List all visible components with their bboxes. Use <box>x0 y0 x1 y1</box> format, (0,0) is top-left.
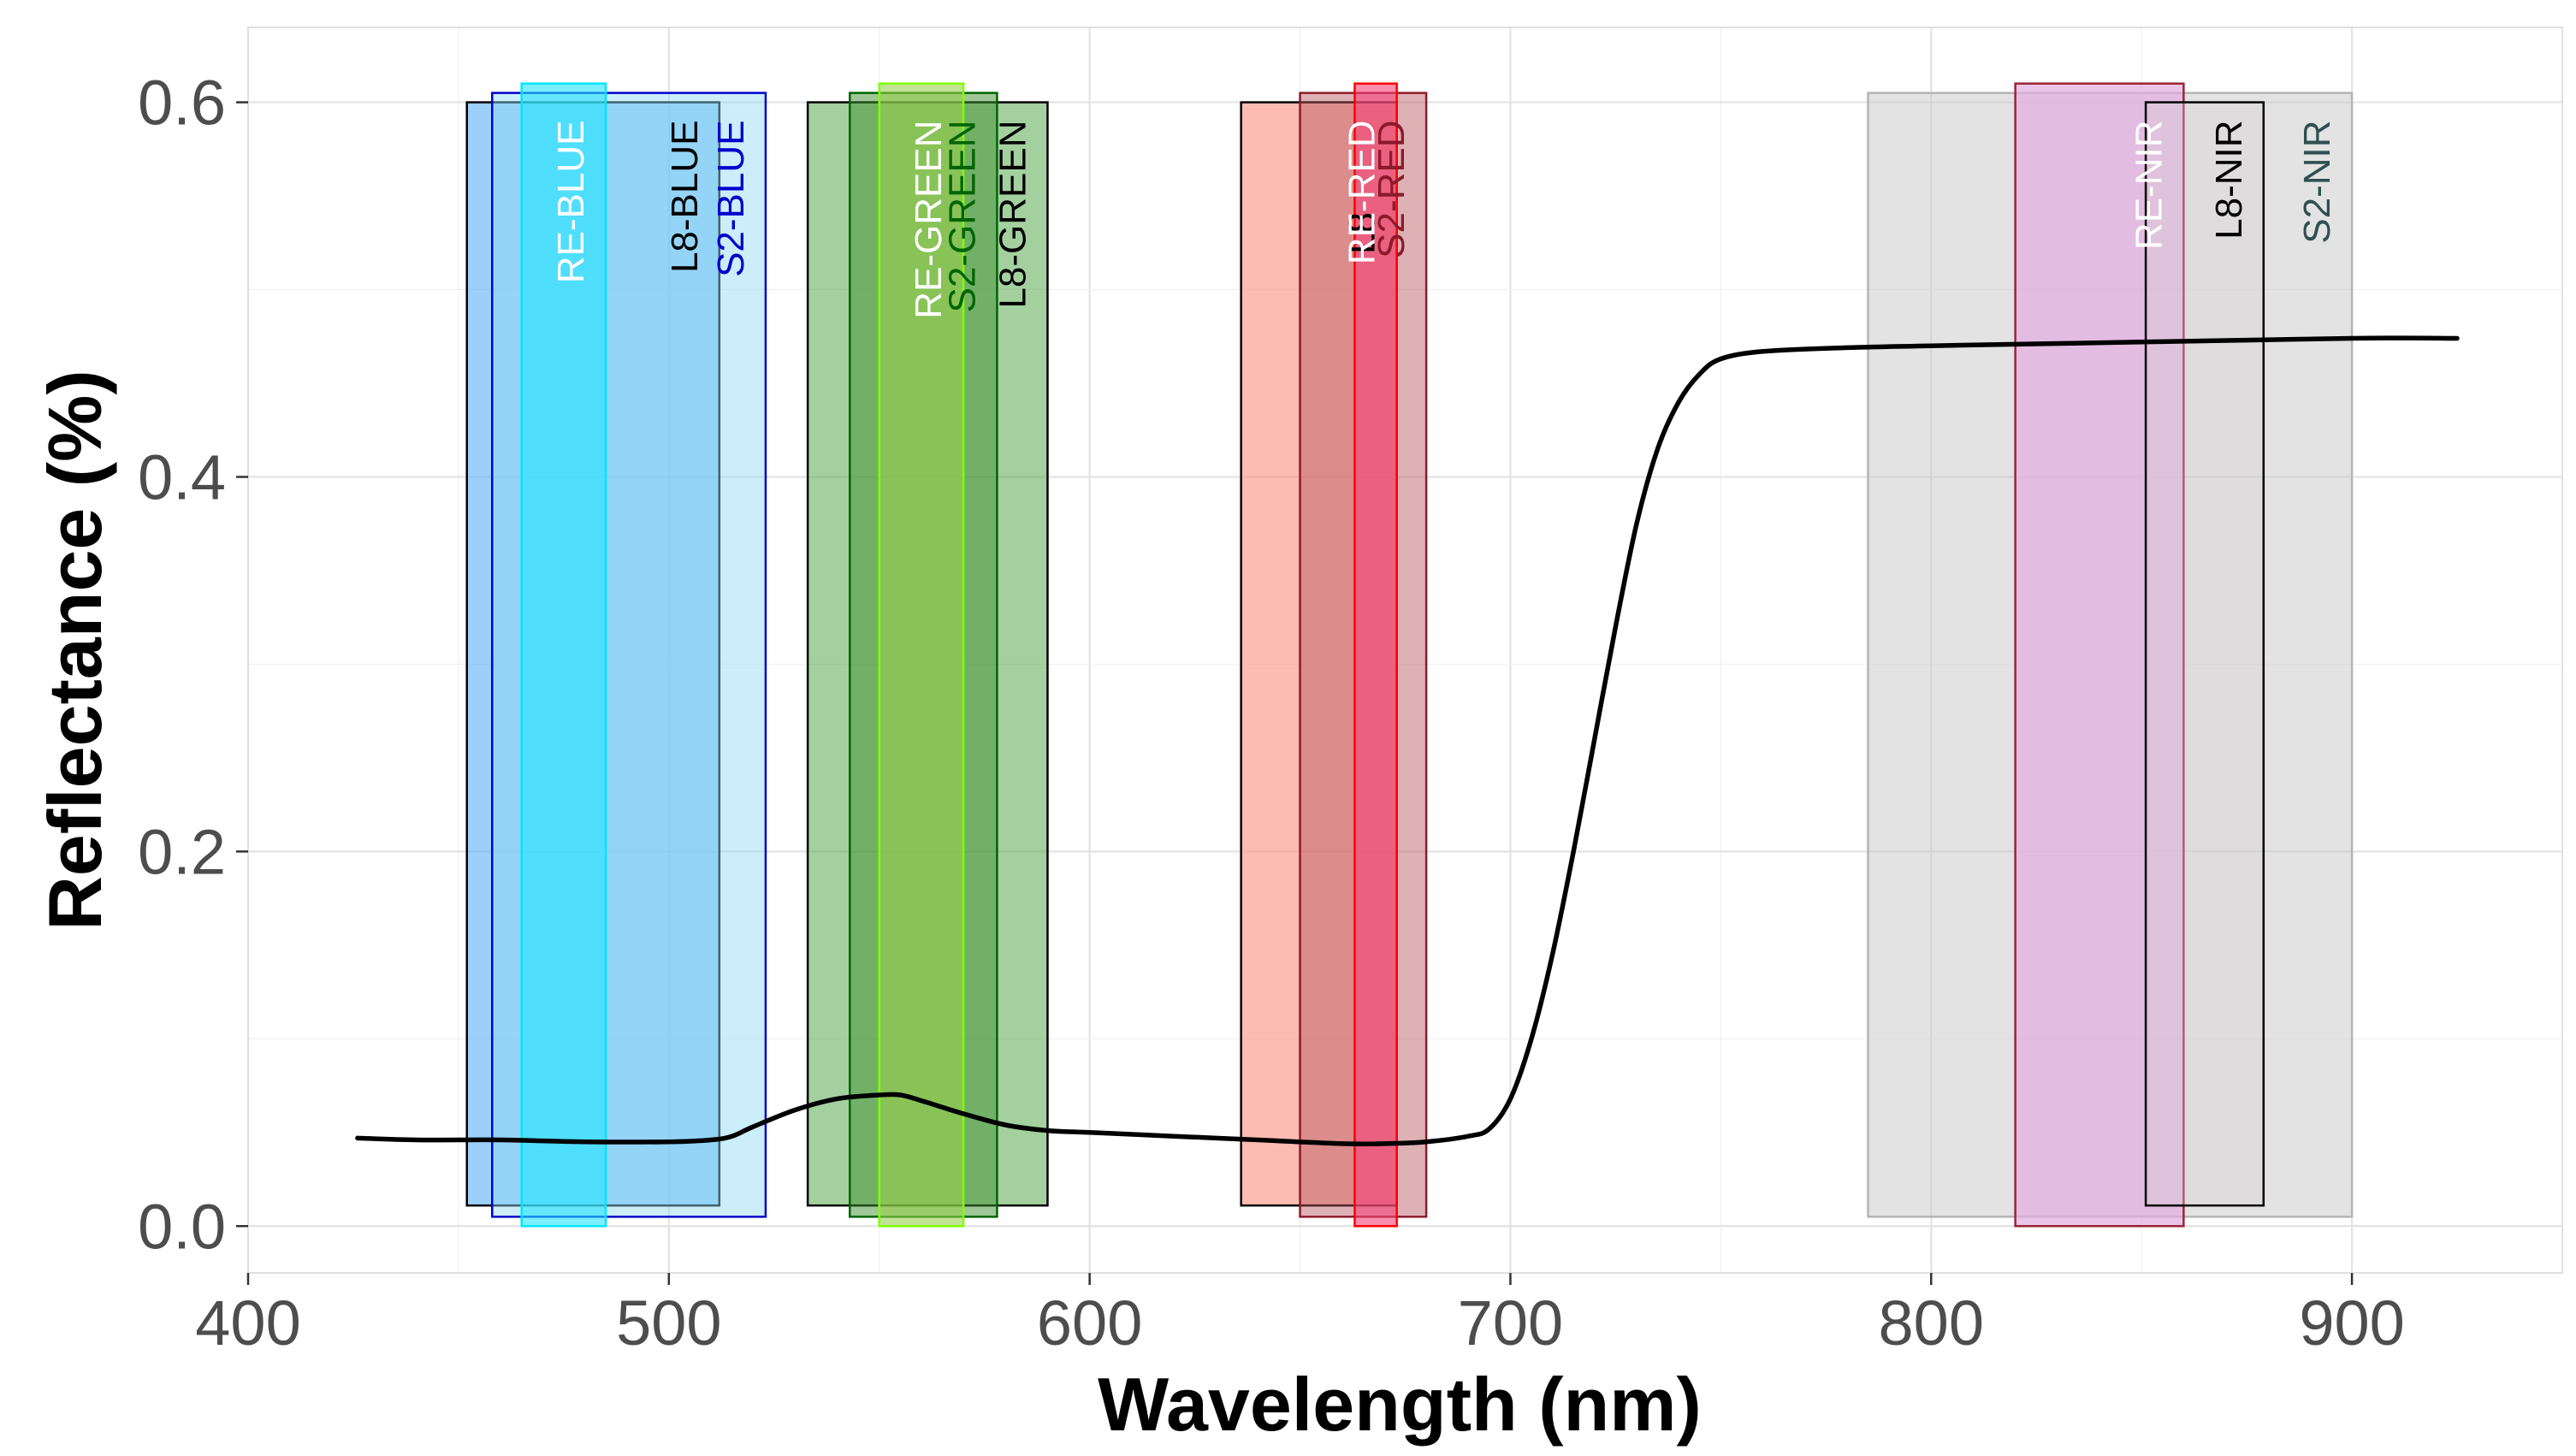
x-tick-label: 800 <box>1879 1287 1984 1358</box>
band-label-l8-blue: L8-BLUE <box>664 121 706 274</box>
y-tick-label: 0.6 <box>138 68 226 139</box>
x-tick-label: 400 <box>195 1287 300 1358</box>
band-label-l8-red: L8-RED <box>1341 121 1383 255</box>
band-label-re-blue: RE-BLUE <box>550 121 592 284</box>
band-re-blue <box>520 82 607 1228</box>
band-label-l8-nir: L8-NIR <box>2208 121 2250 240</box>
band-label-l8-green: L8-GREEN <box>992 121 1034 309</box>
band-re-nir <box>2014 82 2185 1228</box>
x-tick-label: 700 <box>1458 1287 1563 1358</box>
y-tick-label: 0.2 <box>138 816 226 887</box>
x-axis-ticks: 400 500 600 700 800 900 <box>195 1273 2405 1358</box>
plot-panel-border <box>247 27 2563 1274</box>
x-tick-label: 600 <box>1037 1287 1142 1358</box>
band-label-re-green: RE-GREEN <box>908 121 950 319</box>
x-tick-label: 500 <box>616 1287 721 1358</box>
band-label-s2-nir: S2-NIR <box>2296 121 2338 244</box>
band-label-s2-blue: S2-BLUE <box>710 121 752 277</box>
band-l8-nir <box>2144 101 2265 1207</box>
y-tick-label: 0.0 <box>138 1191 226 1262</box>
band-label-s2-green: S2-GREEN <box>941 121 983 313</box>
y-tick-label: 0.4 <box>138 441 226 512</box>
spectrum-series <box>355 335 2460 1147</box>
band-re-red <box>1353 82 1398 1228</box>
x-axis-title: Wavelength (nm) <box>1098 1362 1702 1447</box>
x-tick-label: 900 <box>2299 1287 2404 1358</box>
band-label-re-red: RE-RED <box>1341 121 1383 265</box>
series-line-reflectance <box>355 335 2460 1147</box>
y-axis-title: Reflectance (%) <box>33 370 117 930</box>
band-label-re-nir: RE-NIR <box>2128 121 2170 251</box>
y-axis-ticks: 0.0 0.2 0.4 0.6 <box>138 68 248 1262</box>
band-re-green <box>878 82 965 1228</box>
band-label-s2-red: S2-RED <box>1371 121 1412 258</box>
band-rectangles <box>465 82 2354 1228</box>
